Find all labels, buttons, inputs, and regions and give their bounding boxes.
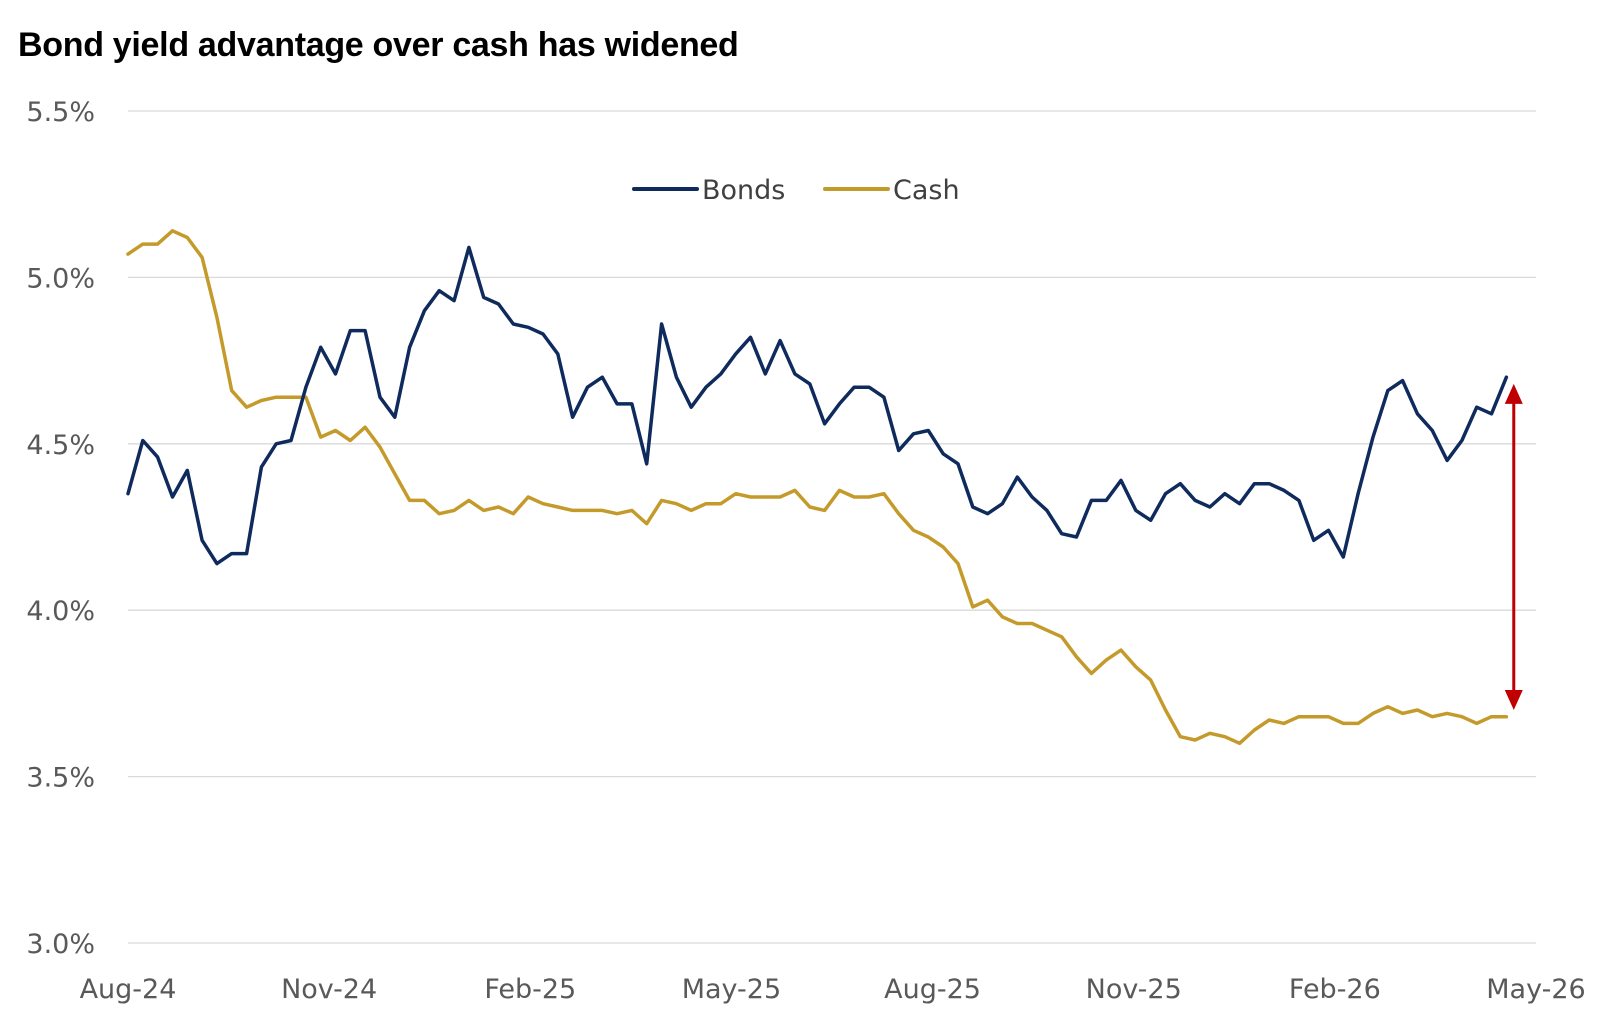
legend-item-cash: Cash	[823, 175, 960, 206]
x-tick-label: Feb-26	[1289, 974, 1381, 1005]
arrowhead-up-icon	[1504, 383, 1523, 404]
x-axis-ticks: Aug-24 Nov-24 Feb-25 May-25 Aug-25 Nov-25 Feb-…	[80, 974, 1586, 1005]
legend-label: Cash	[893, 175, 960, 206]
annotations	[1504, 383, 1523, 711]
y-tick-label: 3.5%	[26, 763, 95, 794]
x-tick-label: Aug-25	[884, 974, 981, 1005]
y-axis-ticks: 3.0% 3.5% 4.0% 4.5% 5.0% 5.5%	[26, 97, 95, 960]
y-tick-label: 4.5%	[26, 430, 95, 461]
x-tick-label: May-26	[1486, 974, 1585, 1005]
legend-label: Bonds	[702, 175, 785, 206]
legend-item-bonds: Bonds	[632, 175, 785, 206]
y-tick-label: 5.0%	[26, 263, 95, 294]
legend: Bonds Cash	[632, 175, 960, 206]
x-tick-label: Aug-24	[80, 974, 177, 1005]
y-tick-label: 4.0%	[26, 596, 95, 627]
chart-title: Bond yield advantage over cash has widen…	[18, 26, 739, 64]
spread-double-arrow	[1504, 383, 1523, 711]
y-tick-label: 5.5%	[26, 97, 95, 128]
x-tick-label: Nov-24	[281, 974, 377, 1005]
arrowhead-down-icon	[1504, 690, 1523, 711]
series-line-cash	[126, 229, 1509, 746]
y-tick-label: 3.0%	[26, 929, 95, 960]
series-line-bonds	[126, 245, 1509, 566]
x-tick-label: May-25	[682, 974, 781, 1005]
series-lines	[126, 229, 1509, 746]
x-tick-label: Nov-25	[1086, 974, 1182, 1005]
gridlines	[128, 110, 1536, 944]
x-tick-label: Feb-25	[484, 974, 576, 1005]
